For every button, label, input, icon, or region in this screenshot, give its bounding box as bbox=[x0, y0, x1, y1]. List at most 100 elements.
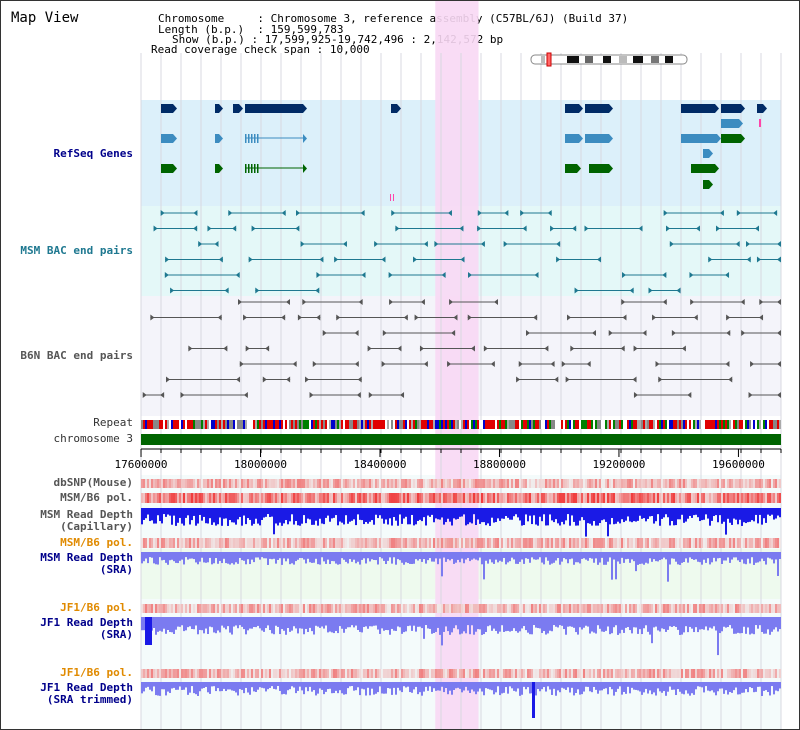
bac-end-arrow bbox=[726, 330, 731, 336]
polymorphism-cell bbox=[447, 604, 449, 613]
gene-strand-arrow bbox=[579, 134, 583, 143]
repeat-block bbox=[519, 420, 521, 429]
depth-bar bbox=[219, 552, 221, 561]
repeat-block bbox=[641, 420, 643, 429]
polymorphism-cell bbox=[335, 479, 337, 488]
polymorphism-cell bbox=[565, 479, 567, 488]
polymorphism-cell bbox=[529, 538, 531, 548]
polymorphism-cell bbox=[235, 479, 237, 488]
track-label-msm-depth-sra[interactable]: MSM Read Depth (SRA) bbox=[40, 551, 133, 576]
polymorphism-cell bbox=[515, 604, 517, 613]
polymorphism-cell bbox=[647, 538, 649, 548]
depth-bar bbox=[377, 508, 379, 519]
repeat-block bbox=[417, 420, 419, 429]
bac-end-arrow bbox=[669, 241, 674, 247]
depth-bar bbox=[725, 552, 727, 561]
track-label-repeat[interactable]: Repeat bbox=[93, 416, 133, 429]
track-label-jf1-b6-pol-1[interactable]: JF1/B6 pol. bbox=[60, 601, 133, 614]
depth-bar bbox=[691, 617, 693, 629]
polymorphism-cell bbox=[675, 493, 677, 503]
polymorphism-cell bbox=[453, 669, 455, 678]
track-label-jf1-b6-pol-2[interactable]: JF1/B6 pol. bbox=[60, 666, 133, 679]
depth-bar bbox=[517, 552, 519, 564]
polymorphism-cell bbox=[243, 479, 245, 488]
repeat-block bbox=[227, 420, 229, 429]
gene-strand-arrow bbox=[219, 134, 223, 143]
depth-bar bbox=[435, 617, 437, 632]
repeat-block bbox=[631, 420, 633, 429]
track-label-msm-b6-pol-2[interactable]: MSM/B6 pol. bbox=[60, 536, 133, 549]
track-label-msm-bac[interactable]: MSM BAC end pairs bbox=[20, 244, 133, 257]
polymorphism-cell bbox=[673, 538, 675, 548]
depth-bar bbox=[501, 617, 503, 626]
depth-bar bbox=[375, 552, 377, 561]
track-label-dbsnp[interactable]: dbSNP(Mouse) bbox=[53, 476, 133, 489]
depth-bar bbox=[455, 552, 457, 563]
track-label-jf1-depth-trimmed[interactable]: JF1 Read Depth (SRA trimmed) bbox=[40, 681, 133, 706]
repeat-block bbox=[347, 420, 349, 429]
polymorphism-cell bbox=[401, 493, 403, 503]
polymorphism-cell bbox=[157, 669, 159, 678]
repeat-block bbox=[669, 420, 671, 429]
bac-end-arrow bbox=[292, 361, 297, 367]
track-label-refseq[interactable]: RefSeq Genes bbox=[53, 147, 133, 160]
polymorphism-cell bbox=[273, 479, 275, 488]
polymorphism-cell bbox=[739, 493, 741, 503]
polymorphism-cell bbox=[689, 479, 691, 488]
polymorphism-cell bbox=[683, 479, 685, 488]
polymorphism-cell bbox=[321, 538, 323, 548]
depth-bar bbox=[359, 508, 361, 520]
polymorphism-cell bbox=[205, 669, 207, 678]
depth-bar bbox=[575, 508, 577, 526]
repeat-block bbox=[179, 420, 181, 429]
depth-bar bbox=[609, 508, 611, 525]
track-label-msm-depth-capillary[interactable]: MSM Read Depth (Capillary) bbox=[40, 508, 133, 533]
bac-end-arrow bbox=[297, 314, 302, 321]
polymorphism-cell bbox=[199, 538, 201, 548]
polymorphism-cell bbox=[325, 493, 327, 503]
depth-bar bbox=[169, 508, 171, 516]
polymorphism-cell bbox=[263, 604, 265, 613]
polymorphism-cell bbox=[735, 669, 737, 678]
track-label-msm-b6-pol-1[interactable]: MSM/B6 pol. bbox=[60, 491, 133, 504]
polymorphism-cell bbox=[747, 493, 749, 503]
polymorphism-cell bbox=[683, 669, 685, 678]
bac-end-arrow bbox=[662, 272, 667, 278]
depth-bar bbox=[519, 508, 521, 521]
polymorphism-cell bbox=[181, 538, 183, 548]
repeat-block bbox=[491, 420, 493, 429]
depth-bar bbox=[477, 617, 479, 630]
polymorphism-cell bbox=[771, 669, 773, 678]
track-label-b6n-bac[interactable]: B6N BAC end pairs bbox=[20, 349, 133, 362]
polymorphism-cell bbox=[653, 604, 655, 613]
track-label-jf1-depth-sra[interactable]: JF1 Read Depth (SRA) bbox=[40, 616, 133, 641]
bac-end-arrow bbox=[746, 256, 751, 263]
depth-bar bbox=[511, 552, 513, 558]
polymorphism-cell bbox=[525, 538, 527, 548]
polymorphism-cell bbox=[497, 669, 499, 678]
polymorphism-cell bbox=[381, 669, 383, 678]
polymorphism-cell bbox=[473, 538, 475, 548]
polymorphism-cell bbox=[331, 479, 333, 488]
polymorphism-cell bbox=[409, 493, 411, 503]
depth-bar bbox=[365, 508, 367, 522]
polymorphism-cell bbox=[679, 538, 681, 548]
depth-bar bbox=[557, 617, 559, 628]
depth-bar bbox=[659, 508, 661, 526]
polymorphism-cell bbox=[351, 538, 353, 548]
gene-strand-arrow bbox=[397, 104, 401, 113]
polymorphism-cell bbox=[583, 604, 585, 613]
polymorphism-cell bbox=[643, 604, 645, 613]
depth-bar bbox=[505, 508, 507, 517]
polymorphism-cell bbox=[163, 479, 165, 488]
depth-bar bbox=[395, 617, 397, 631]
depth-bar bbox=[171, 682, 173, 689]
depth-bar bbox=[735, 552, 737, 558]
depth-bar bbox=[211, 552, 213, 565]
polymorphism-cell bbox=[609, 604, 611, 613]
track-label-chromosome[interactable]: chromosome 3 bbox=[53, 432, 133, 445]
polymorphism-cell bbox=[313, 479, 315, 488]
polymorphism-cell bbox=[299, 479, 301, 488]
depth-bar bbox=[615, 617, 617, 626]
